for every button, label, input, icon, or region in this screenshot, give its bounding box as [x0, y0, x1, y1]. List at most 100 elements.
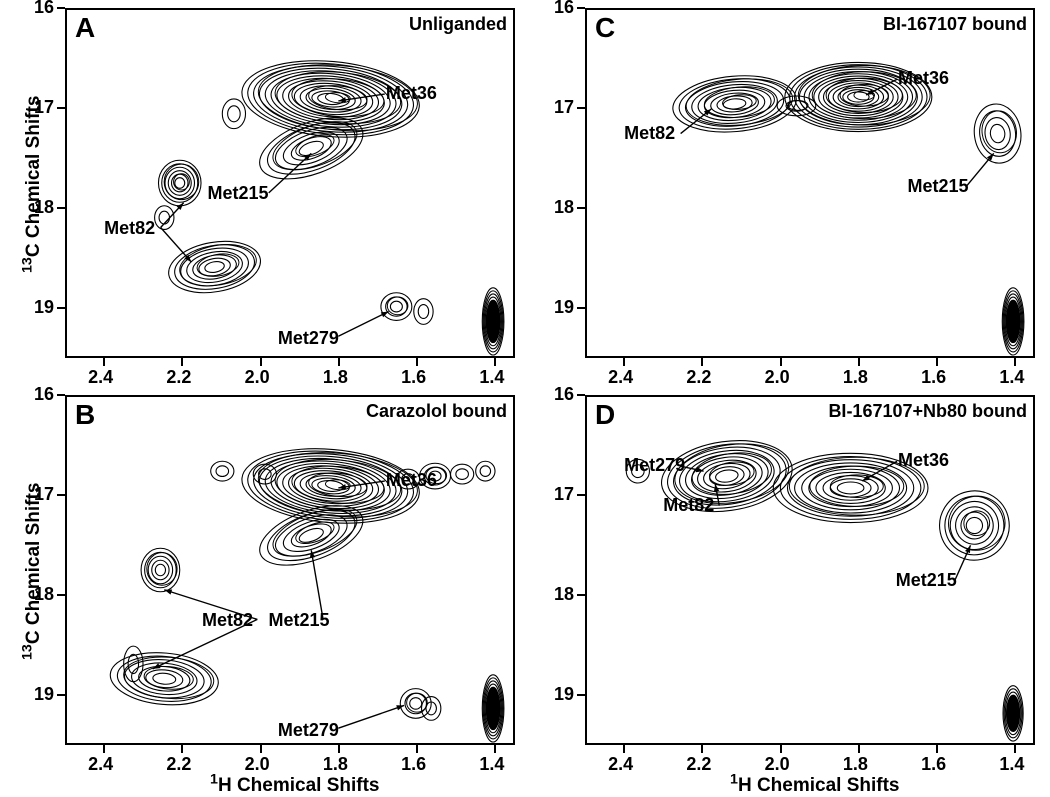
ylabel-B: 13C Chemical Shifts — [23, 483, 45, 660]
xtick-label: 2.4 — [88, 754, 113, 775]
xtick-label: 2.2 — [166, 367, 191, 388]
xtick — [623, 745, 625, 753]
xtick — [494, 745, 496, 753]
xtick-label: 2.4 — [608, 367, 633, 388]
ytick-label: 19 — [34, 297, 54, 318]
ytick — [57, 107, 65, 109]
ytick-label: 19 — [554, 684, 574, 705]
xtick-label: 1.8 — [843, 367, 868, 388]
ytick-label: 18 — [554, 197, 574, 218]
xtick — [701, 745, 703, 753]
annotation-A-3: Met279 — [278, 328, 339, 349]
ytick-label: 17 — [554, 97, 574, 118]
panel-title-D: BI-167107+Nb80 bound — [828, 401, 1027, 422]
ytick — [57, 207, 65, 209]
ytick — [57, 307, 65, 309]
xtick-label: 1.6 — [401, 367, 426, 388]
panel-A-contours — [67, 10, 513, 356]
xtick-label: 1.6 — [921, 754, 946, 775]
panel-D-plot — [585, 395, 1035, 745]
xtick-label: 2.0 — [245, 367, 270, 388]
ytick-label: 17 — [554, 484, 574, 505]
annotation-B-3: Met279 — [278, 720, 339, 741]
annotation-B-0: Met36 — [386, 470, 437, 491]
ytick-label: 18 — [554, 584, 574, 605]
xtick — [103, 358, 105, 366]
xtick — [338, 358, 340, 366]
ytick — [577, 694, 585, 696]
annotation-C-2: Met215 — [907, 176, 968, 197]
annotation-A-2: Met82 — [104, 218, 155, 239]
ytick-label: 16 — [554, 384, 574, 405]
panel-title-A: Unliganded — [409, 14, 507, 35]
xtick — [338, 745, 340, 753]
xtick-label: 1.4 — [999, 754, 1024, 775]
annotation-B-2: Met215 — [268, 610, 329, 631]
ytick — [577, 307, 585, 309]
xtick — [858, 358, 860, 366]
ytick-label: 19 — [554, 297, 574, 318]
xtick — [623, 358, 625, 366]
panel-B-contours — [67, 397, 513, 743]
xlabel-D: 1H Chemical Shifts — [730, 775, 899, 797]
xtick-label: 1.4 — [999, 367, 1024, 388]
ytick-label: 16 — [554, 0, 574, 18]
panel-letter-A: A — [75, 12, 95, 44]
xtick-label: 1.8 — [843, 754, 868, 775]
xtick — [416, 358, 418, 366]
xtick-label: 1.6 — [401, 754, 426, 775]
xtick — [1014, 745, 1016, 753]
xtick-label: 2.4 — [608, 754, 633, 775]
annotation-C-1: Met82 — [624, 123, 675, 144]
annotation-A-0: Met36 — [386, 83, 437, 104]
ytick — [577, 494, 585, 496]
ytick-label: 19 — [34, 684, 54, 705]
xtick-label: 1.4 — [479, 754, 504, 775]
xtick-label: 1.6 — [921, 367, 946, 388]
xtick — [260, 745, 262, 753]
xtick-label: 2.2 — [686, 367, 711, 388]
xtick — [260, 358, 262, 366]
panel-title-B: Carazolol bound — [366, 401, 507, 422]
xtick — [936, 745, 938, 753]
ytick-label: 16 — [34, 384, 54, 405]
ytick — [577, 207, 585, 209]
xtick-label: 1.4 — [479, 367, 504, 388]
xtick-label: 2.0 — [765, 754, 790, 775]
annotation-D-0: Met279 — [624, 455, 685, 476]
xtick — [416, 745, 418, 753]
xtick-label: 2.0 — [765, 367, 790, 388]
xtick-label: 2.2 — [686, 754, 711, 775]
xtick-label: 2.4 — [88, 367, 113, 388]
xtick — [936, 358, 938, 366]
xtick — [181, 358, 183, 366]
ytick — [57, 594, 65, 596]
ytick — [57, 494, 65, 496]
xtick — [780, 358, 782, 366]
panel-letter-B: B — [75, 399, 95, 431]
ytick-label: 16 — [34, 0, 54, 18]
xtick — [494, 358, 496, 366]
ytick — [57, 394, 65, 396]
panel-B-plot — [65, 395, 515, 745]
xtick — [181, 745, 183, 753]
ytick — [577, 394, 585, 396]
annotation-D-3: Met215 — [896, 570, 957, 591]
figure-root: A Unliganded 2.4 2.2 2.0 1.8 1.6 1.4 16 17 18 19 13C… — [0, 0, 1050, 774]
annotation-C-0: Met36 — [898, 68, 949, 89]
xtick-label: 2.0 — [245, 754, 270, 775]
xtick-label: 1.8 — [323, 367, 348, 388]
annotation-D-2: Met36 — [898, 450, 949, 471]
ytick — [577, 7, 585, 9]
xlabel-B: 1H Chemical Shifts — [210, 775, 379, 797]
ytick — [577, 107, 585, 109]
annotation-A-1: Met215 — [207, 183, 268, 204]
ytick — [577, 594, 585, 596]
panel-title-C: BI-167107 bound — [883, 14, 1027, 35]
panel-letter-C: C — [595, 12, 615, 44]
panel-A-plot — [65, 8, 515, 358]
panel-D-contours — [587, 397, 1033, 743]
xtick-label: 2.2 — [166, 754, 191, 775]
ylabel-A: 13C Chemical Shifts — [23, 96, 45, 273]
xtick — [1014, 358, 1016, 366]
